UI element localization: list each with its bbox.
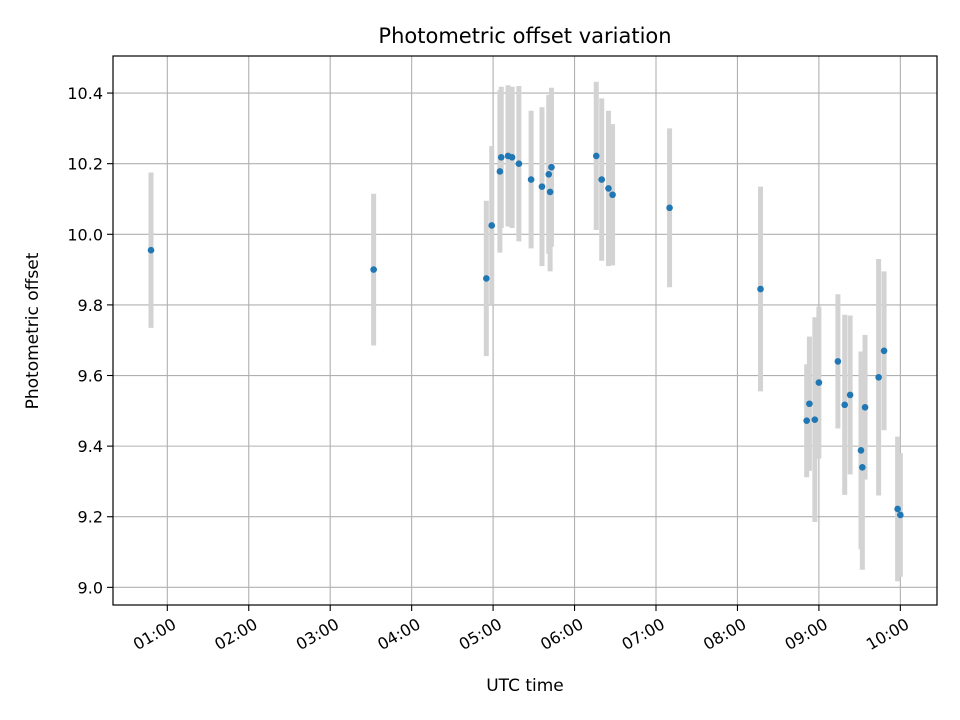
data-point (806, 400, 813, 408)
data-point (592, 152, 600, 160)
data-point (370, 266, 377, 273)
data-point (527, 176, 535, 183)
y-tick-label: 9.0 (78, 578, 103, 597)
data-point (875, 373, 882, 381)
data-point (815, 379, 823, 386)
data-point (545, 170, 553, 178)
data-point (515, 160, 523, 167)
y-tick-label: 10.2 (67, 155, 103, 174)
data-point (598, 176, 605, 183)
y-tick-label: 10.0 (67, 225, 103, 244)
data-point (841, 401, 848, 409)
y-axis-label: Photometric offset (23, 252, 43, 409)
data-point (609, 191, 616, 199)
data-point (666, 204, 673, 212)
data-points (147, 152, 904, 519)
data-point (861, 403, 869, 411)
data-point (496, 168, 504, 175)
data-point (880, 347, 888, 355)
data-point (483, 275, 490, 282)
data-point (857, 447, 865, 454)
data-point (508, 154, 516, 161)
data-point (897, 511, 904, 519)
data-point (894, 505, 901, 513)
plot-frame (112, 55, 938, 606)
data-point (548, 163, 555, 171)
y-tick-label: 10.4 (67, 84, 103, 103)
chart-title: Photometric offset variation (378, 24, 671, 48)
data-point (859, 464, 866, 471)
data-point (834, 358, 842, 365)
data-point (605, 185, 612, 192)
data-point (497, 154, 505, 161)
data-point (546, 188, 554, 196)
data-point (757, 285, 764, 293)
x-axis-label: UTC time (486, 676, 564, 696)
y-tick-label: 9.2 (78, 508, 103, 527)
data-point (538, 183, 546, 190)
data-point (803, 417, 810, 425)
data-point (147, 246, 155, 254)
y-tick-label: 9.4 (78, 437, 103, 456)
data-point (846, 391, 854, 399)
y-tick-label: 9.8 (78, 296, 103, 315)
y-tick-label: 9.6 (78, 367, 103, 386)
data-point (488, 222, 496, 229)
grid (113, 56, 937, 605)
data-point (811, 416, 819, 423)
